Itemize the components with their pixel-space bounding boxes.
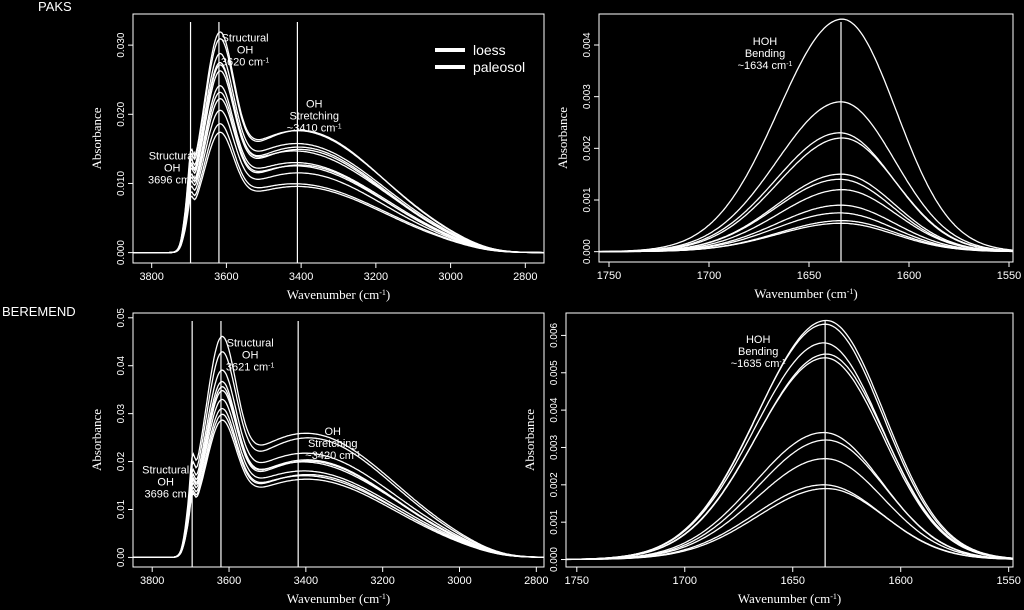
x-tick-label: 3200 xyxy=(370,575,394,587)
y-tick-label: 0.02 xyxy=(116,451,127,471)
y-tick-label: 0.020 xyxy=(116,101,127,126)
peak-annotation: OH Stretching ~3420 cm-1 xyxy=(305,426,360,462)
series-line xyxy=(566,487,1013,561)
series-group xyxy=(133,31,544,254)
y-tick-label: 0.03 xyxy=(116,403,127,423)
plot-frame xyxy=(132,312,545,568)
series-line xyxy=(133,369,544,559)
site-label-beremend: BEREMEND xyxy=(2,304,76,319)
series-line xyxy=(133,335,544,559)
panel-paks_hoh: 1750 1700 1650 1600 1550 0.000 0.001 0.002 0.003… xyxy=(555,13,1021,301)
x-tick-label: 1550 xyxy=(996,575,1020,587)
y-tick-label: 0.01 xyxy=(116,499,127,519)
peak-annotation: Structural OH 3620 cm-1 xyxy=(221,33,270,69)
y-axis-title: Absorbance xyxy=(89,107,104,169)
plot-frame xyxy=(565,312,1014,568)
x-tick-label: 1650 xyxy=(797,270,821,282)
x-tick-label: 3600 xyxy=(217,575,241,587)
series-line xyxy=(566,357,1013,561)
y-tick-label: 0.030 xyxy=(116,32,127,57)
x-tick-label: 1600 xyxy=(888,575,912,587)
x-tick-label: 2800 xyxy=(513,271,537,283)
panel-beremend_hoh: 1750 1700 1650 1600 1550 0.000 0.001 0.002 0.003… xyxy=(522,312,1021,606)
y-tick-label: 0.001 xyxy=(549,509,560,534)
panel-beremend_oh: 3800 3600 3400 3200 3000 2800 0.00 0.01 0.02 0.03… xyxy=(89,308,549,606)
series-line xyxy=(599,137,1013,253)
y-axis-title: Absorbance xyxy=(89,409,104,471)
x-tick-label: 1750 xyxy=(565,575,589,587)
legend-label: paleosol xyxy=(473,59,525,75)
series-line xyxy=(133,419,544,559)
y-tick-label: 0.000 xyxy=(582,239,593,264)
x-tick-label: 1700 xyxy=(673,575,697,587)
y-tick-label: 0.010 xyxy=(116,171,127,196)
y-tick-label: 0.004 xyxy=(582,32,593,57)
x-axis-title: Wavenumber (cm-1) xyxy=(738,591,841,606)
series-group xyxy=(566,319,1013,561)
x-axis-title: Wavenumber (cm-1) xyxy=(287,591,390,606)
y-axis-title: Absorbance xyxy=(522,409,537,471)
series-line xyxy=(133,351,544,559)
y-tick-label: 0.003 xyxy=(582,84,593,109)
x-tick-label: 3000 xyxy=(447,575,471,587)
plot-frame xyxy=(132,13,545,264)
peak-annotation: HOH Bending ~1635 cm-1 xyxy=(731,334,786,370)
x-tick-label: 1700 xyxy=(697,270,721,282)
x-axis-title: Wavenumber (cm-1) xyxy=(287,287,390,302)
site-label-paks: PAKS xyxy=(38,0,72,14)
peak-annotation: Structural OH 3621 cm-1 xyxy=(226,338,275,374)
x-tick-label: 3800 xyxy=(139,271,163,283)
peak-annotation: Structural OH 3696 cm-1 xyxy=(148,150,197,186)
x-tick-label: 2800 xyxy=(524,575,548,587)
y-tick-label: 0.00 xyxy=(116,547,127,567)
x-tick-label: 1550 xyxy=(997,270,1021,282)
y-tick-label: 0.04 xyxy=(116,356,127,376)
x-tick-label: 3800 xyxy=(140,575,164,587)
x-tick-label: 3000 xyxy=(438,271,462,283)
x-axis-title: Wavenumber (cm-1) xyxy=(754,286,857,301)
peak-annotation: OH Stretching ~3410 cm-1 xyxy=(287,98,342,134)
panel-paks_oh: 3800 3600 3400 3200 3000 2800 0.000 0.010 0.020 0… xyxy=(89,13,545,302)
y-tick-label: 0.005 xyxy=(549,360,560,385)
peak-annotation: HOH Bending ~1634 cm-1 xyxy=(738,36,793,72)
plot-frame xyxy=(598,13,1014,263)
y-tick-label: 0.000 xyxy=(116,240,127,265)
legend-label: loess xyxy=(473,42,506,58)
x-tick-label: 3200 xyxy=(364,271,388,283)
x-tick-label: 3400 xyxy=(294,575,318,587)
x-tick-label: 3400 xyxy=(289,271,313,283)
x-tick-label: 1600 xyxy=(897,270,921,282)
peak-annotation: Structural OH 3696 cm xyxy=(142,465,189,501)
y-tick-label: 0.001 xyxy=(582,187,593,212)
series-group xyxy=(599,18,1013,253)
y-tick-label: 0.004 xyxy=(549,397,560,422)
x-tick-label: 1650 xyxy=(780,575,804,587)
series-group xyxy=(133,335,544,559)
y-tick-label: 0.006 xyxy=(549,322,560,347)
x-tick-label: 1750 xyxy=(597,270,621,282)
y-tick-label: 0.002 xyxy=(582,135,593,160)
series-line xyxy=(133,131,544,254)
series-line xyxy=(599,18,1013,253)
x-tick-label: 3600 xyxy=(214,271,238,283)
series-line xyxy=(599,222,1013,253)
y-axis-title: Absorbance xyxy=(555,107,570,169)
y-tick-label: 0.05 xyxy=(116,308,127,328)
y-tick-label: 0.000 xyxy=(549,547,560,572)
y-tick-label: 0.003 xyxy=(549,435,560,460)
y-tick-label: 0.002 xyxy=(549,472,560,497)
